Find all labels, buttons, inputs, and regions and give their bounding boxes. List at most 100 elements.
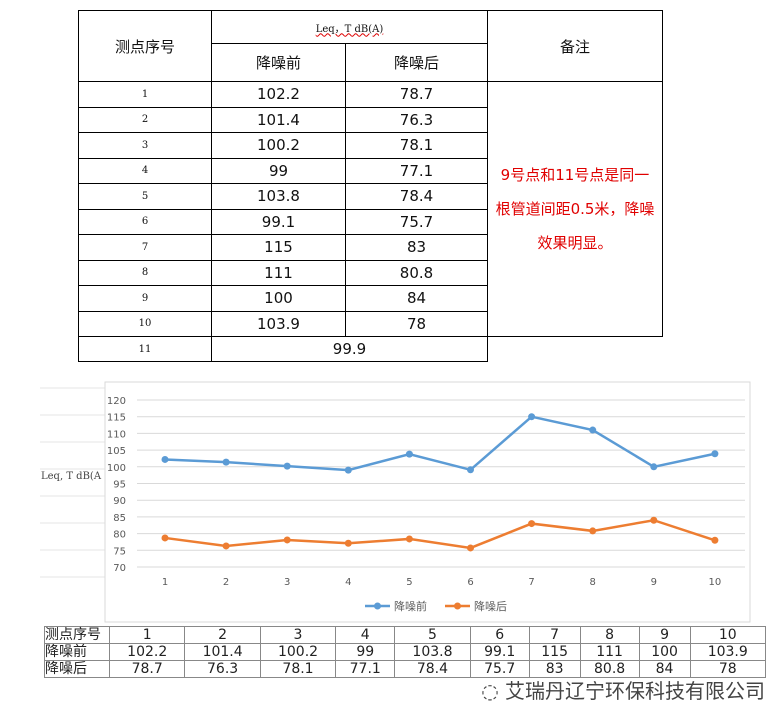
x-tick-label: 3: [284, 577, 290, 588]
y-tick-label: 70: [113, 563, 126, 574]
data-point: [589, 527, 597, 535]
data-point: [650, 463, 658, 471]
data-point: [528, 413, 536, 421]
data-cell: 78.7: [108, 660, 186, 678]
y-tick-label: 90: [113, 496, 126, 507]
series-line-after: [164, 518, 716, 550]
data-cell: 103.9: [689, 643, 766, 661]
x-tick-label: 9: [651, 577, 657, 588]
point-id: 8: [78, 259, 212, 286]
y-tick-label: 95: [113, 480, 126, 491]
y-tick-label: 75: [113, 546, 126, 557]
table-row: 10 103.9 78: [78, 310, 663, 337]
table-row: 1 102.2 78.7 9号点和11号点是同一根管道间距0.5米，降噪效果明显。: [78, 81, 663, 337]
data-point: [222, 542, 230, 550]
data-cell: 77.1: [335, 660, 396, 678]
x-tick-label: 10: [709, 577, 722, 588]
data-point: [711, 536, 719, 544]
data-cell: 4: [335, 626, 396, 644]
watermark: ◌ 艾瑞丹辽宁环保科技有限公司: [481, 679, 765, 703]
data-cell: 2: [184, 626, 261, 644]
before-value: 102.2: [211, 81, 346, 108]
point-id: 3: [78, 132, 212, 159]
y-tick-label: 100: [107, 463, 126, 474]
point-id: 6: [78, 208, 212, 235]
data-table-row: 测点序号 1 2 3 4 5 6 7 8 9 10: [44, 626, 766, 644]
y-tick-label: 105: [107, 446, 126, 457]
x-tick-label: 4: [345, 577, 351, 588]
header-note: 备注: [487, 10, 663, 82]
point-id: 10: [78, 310, 212, 337]
x-tick-label: 1: [162, 577, 168, 588]
before-value: 103.8: [211, 183, 346, 210]
after-value: 78.7: [345, 81, 488, 108]
data-point: [650, 516, 658, 524]
data-cell: 80.8: [579, 660, 640, 678]
table-row: 5 103.8 78.4: [78, 183, 663, 210]
header-leq-text: Leq，T dB(A): [315, 23, 384, 35]
legend-label: 降噪后: [474, 599, 507, 613]
note-text: 9号点和11号点是同一根管道间距0.5米，降噪效果明显。: [495, 166, 655, 252]
data-table-row: 降噪后 78.7 76.3 78.1 77.1 78.4 75.7 83 80.8 84 78: [44, 660, 766, 678]
y-tick-label: 85: [113, 513, 126, 524]
after-value: 76.3: [345, 106, 488, 133]
data-point: [467, 544, 474, 552]
chart-data-table: 测点序号 1 2 3 4 5 6 7 8 9 10 降噪前 102.2 101.4 100.2 99 103.8…: [44, 626, 766, 678]
x-tick-label: 8: [590, 577, 596, 588]
data-point: [283, 536, 291, 544]
data-cell: 8: [579, 626, 640, 644]
data-cell: 3: [259, 626, 337, 644]
y-tick-label: 110: [107, 429, 126, 440]
data-point: [161, 534, 169, 542]
data-point: [222, 458, 230, 466]
row-label: 降噪后: [44, 660, 110, 678]
before-value: 115: [211, 234, 346, 261]
before-value: 99.1: [211, 208, 346, 235]
data-cell: 84: [638, 660, 691, 678]
y-axis-label: Leq, T dB(A: [41, 471, 102, 482]
data-cell: 83: [528, 660, 581, 678]
series-line-before: [164, 415, 716, 472]
after-value: 75.7: [345, 208, 488, 235]
data-point: [344, 539, 352, 547]
line-chart: 70 75 80 85 90 95 100 105 110 115 120 1 2 3 4 5 6 7 8 9 10 Le…: [40, 381, 751, 623]
data-table-row: 降噪前 102.2 101.4 100.2 99 103.8 99.1 115 111 100 10…: [44, 643, 766, 661]
data-cell: 10: [689, 626, 766, 644]
header-leq: Leq，T dB(A): [211, 10, 488, 44]
noise-table: 测点序号 Leq，T dB(A) 备注 降噪前 降噪后 1 102.2 78.7 9号…: [78, 10, 663, 362]
x-tick-label: 5: [406, 577, 412, 588]
after-value: 77.1: [345, 157, 488, 184]
data-cell: 101.4: [184, 643, 261, 661]
data-cell: 76.3: [184, 660, 261, 678]
header-id: 测点序号: [78, 10, 212, 82]
row11-value: 99.9: [211, 336, 488, 362]
after-value: 78.1: [345, 132, 488, 159]
point-id: 2: [78, 106, 212, 133]
note-cell: 9号点和11号点是同一根管道间距0.5米，降噪效果明显。: [487, 81, 663, 337]
y-tick-label: 120: [107, 396, 126, 407]
data-point: [344, 466, 352, 474]
point-id: 7: [78, 234, 212, 261]
point-id: 5: [78, 183, 212, 210]
data-cell: 75.7: [469, 660, 530, 678]
before-value: 101.4: [211, 106, 346, 133]
data-cell: 103.8: [394, 643, 471, 661]
data-cell: 100.2: [259, 643, 337, 661]
point-id: 9: [78, 285, 212, 312]
after-value: 84: [345, 285, 488, 312]
before-value: 100.2: [211, 132, 346, 159]
after-value: 80.8: [345, 259, 488, 286]
data-point: [589, 426, 597, 434]
table-row: 8 111 80.8: [78, 259, 663, 286]
data-point: [528, 520, 536, 528]
row-label: 降噪前: [44, 643, 110, 661]
table-row: 2 101.4 76.3: [78, 106, 663, 133]
data-cell: 99.1: [469, 643, 530, 661]
data-cell: 78.4: [394, 660, 471, 678]
point-id: 1: [78, 81, 212, 108]
data-cell: 5: [394, 626, 471, 644]
data-cell: 100: [638, 643, 691, 661]
after-value: 78: [345, 310, 488, 337]
before-value: 100: [211, 285, 346, 312]
data-cell: 6: [469, 626, 530, 644]
